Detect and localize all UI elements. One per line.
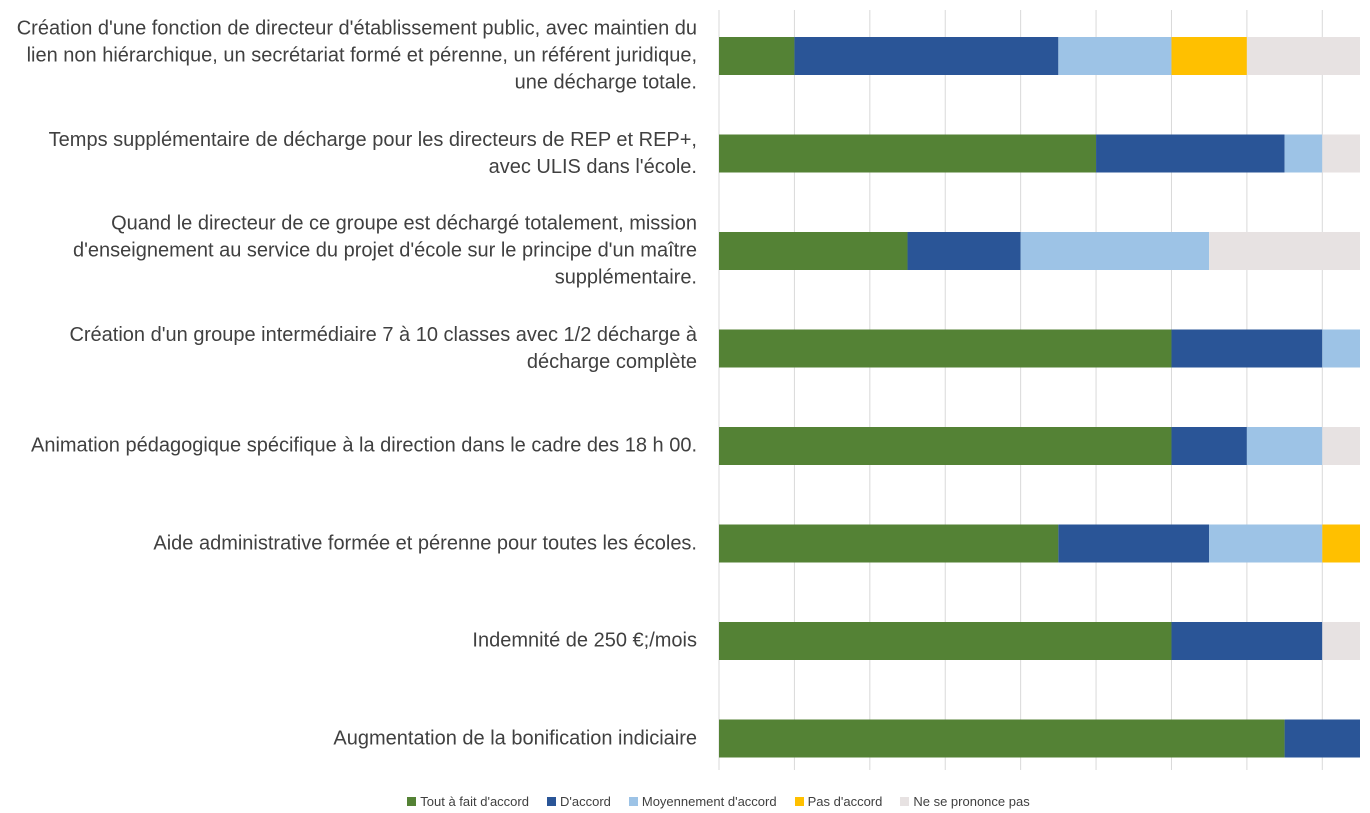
bar-segment	[1322, 134, 1360, 173]
bar-segment	[794, 37, 1059, 75]
bar-segment	[719, 37, 795, 75]
bar-segment	[719, 134, 1097, 173]
bar-segment	[1246, 37, 1360, 75]
legend-label: Moyennement d'accord	[641, 794, 777, 809]
bar-segment	[1096, 134, 1285, 173]
bar-segment	[1246, 427, 1323, 465]
legend-label: Pas d'accord	[807, 794, 883, 809]
category-label: Aide administrative formée et pérenne po…	[153, 532, 697, 554]
category-label: Création d'un groupe intermédiaire 7 à 1…	[69, 323, 697, 373]
bar-segment	[1171, 622, 1323, 660]
bar-segment	[1171, 37, 1247, 75]
category-label: Création d'une fonction de directeur d'é…	[16, 17, 697, 94]
legend-item: Pas d'accord	[794, 794, 883, 809]
bar-segment	[719, 524, 1059, 563]
bar-segment	[719, 427, 1172, 465]
bar-segment	[1058, 524, 1210, 563]
bar-segment	[1209, 524, 1323, 563]
bar-segment	[719, 232, 908, 270]
legend-label: D'accord	[559, 794, 611, 809]
legend-item: D'accord	[546, 794, 611, 809]
bar-segment	[1322, 427, 1360, 465]
legend-label: Tout à fait d'accord	[420, 794, 529, 809]
legend-swatch	[628, 797, 638, 806]
bar-segment	[1322, 524, 1360, 563]
bar-segment	[1058, 37, 1172, 75]
legend-item: Moyennement d'accord	[628, 794, 777, 809]
legend-label: Ne se prononce pas	[913, 794, 1030, 809]
legend-swatch	[546, 797, 556, 806]
category-label: Augmentation de la bonification indiciai…	[333, 727, 697, 749]
bar-segment	[1322, 329, 1360, 368]
bar-segment	[1284, 719, 1360, 758]
bar-segment	[1171, 427, 1247, 465]
category-label: Indemnité de 250 €;/mois	[472, 629, 697, 652]
category-label: Temps supplémentaire de décharge pour le…	[48, 128, 697, 178]
bar-segment	[1284, 134, 1323, 173]
bar-segment	[1322, 622, 1360, 660]
legend: Tout à fait d'accord D'accord Moyennement …	[0, 794, 1370, 809]
bar-segment	[719, 329, 1172, 368]
legend-item: Ne se prononce pas	[900, 794, 1030, 809]
bar-segment	[1171, 329, 1323, 368]
bar-segment	[719, 622, 1172, 660]
legend-item: Tout à fait d'accord	[407, 794, 529, 809]
category-label: Quand le directeur de ce groupe est déch…	[72, 212, 697, 289]
legend-swatch	[407, 797, 417, 806]
category-label: Animation pédagogique spécifique à la di…	[30, 434, 697, 457]
legend-swatch	[794, 797, 804, 806]
bar-segment	[907, 232, 1021, 270]
bar-segment	[719, 719, 1285, 758]
legend-swatch	[900, 797, 910, 806]
bar-segment	[1020, 232, 1210, 270]
bar-segment	[1209, 232, 1360, 270]
